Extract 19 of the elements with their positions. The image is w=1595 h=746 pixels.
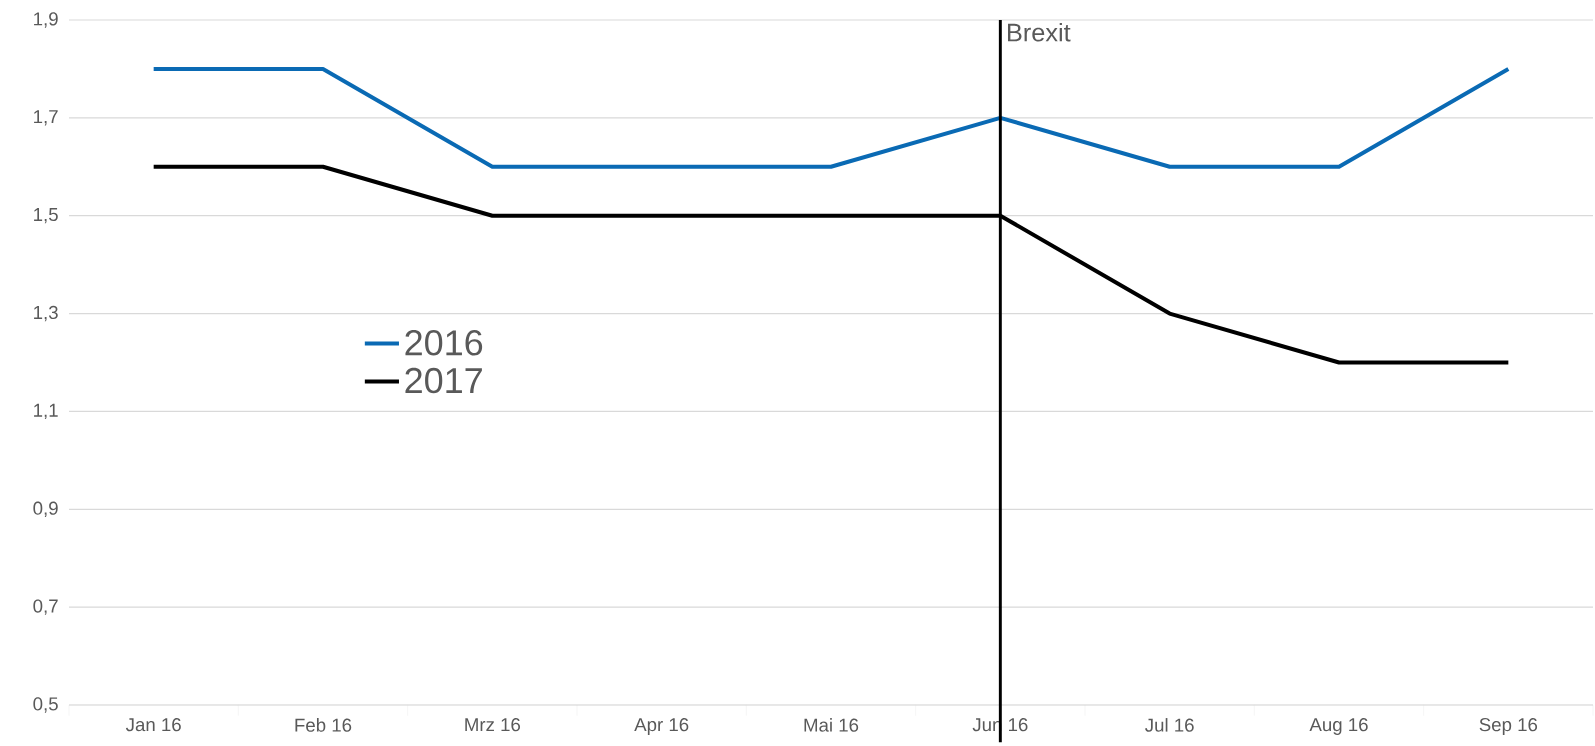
- y-tick-label: 1,3: [34, 305, 58, 322]
- x-tick-label: Feb 16: [295, 718, 352, 732]
- x-tick-label: Sep 16: [1479, 718, 1538, 735]
- x-tick-label: Mrz 16: [465, 718, 521, 732]
- y-tick-label: 0,7: [33, 599, 58, 615]
- ref-line-label: Brexit: [1008, 22, 1071, 42]
- x-tick-label: Aug 16: [1309, 718, 1368, 735]
- y-tick-label: 0,5: [33, 697, 58, 713]
- x-tick-label: Jan 16: [125, 718, 181, 732]
- y-tick-label: 1,5: [34, 208, 58, 224]
- legend-label: 2017: [405, 367, 482, 394]
- legend-label: 2016: [405, 330, 483, 356]
- y-tick-label: 1,7: [34, 110, 58, 126]
- x-tick-label: Apr 16: [634, 718, 689, 735]
- y-tick-label: 1,1: [34, 403, 58, 420]
- x-tick-label: Jul 16: [1145, 718, 1194, 732]
- x-tick-label: Mai 16: [804, 718, 859, 732]
- y-tick-label: 1,9: [34, 12, 58, 28]
- y-tick-label: 0,9: [33, 501, 58, 517]
